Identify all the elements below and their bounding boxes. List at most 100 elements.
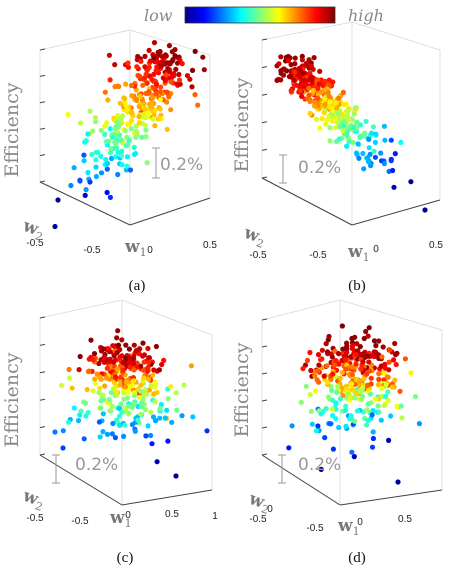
data-point [82, 139, 88, 145]
data-point [151, 71, 157, 77]
data-point [164, 90, 170, 96]
data-point [200, 54, 206, 60]
x-tick-label: 0 [357, 517, 363, 528]
data-point [342, 407, 349, 413]
data-point [85, 169, 91, 176]
data-point [335, 111, 341, 117]
data-point [348, 393, 354, 400]
data-point [148, 432, 154, 439]
data-point [126, 411, 132, 417]
data-point [124, 395, 131, 401]
z-tick [261, 121, 268, 124]
z-tick [39, 343, 46, 346]
data-point [146, 47, 152, 54]
data-point [144, 114, 150, 120]
data-point [119, 162, 125, 168]
data-point [319, 89, 325, 95]
data-point [104, 160, 111, 167]
data-point [100, 392, 106, 398]
data-point [142, 387, 148, 393]
data-point [123, 102, 129, 109]
data-point [169, 72, 176, 78]
data-point [119, 148, 125, 154]
data-point [181, 382, 187, 388]
data-point [112, 435, 118, 441]
data-point [161, 357, 167, 363]
data-point [333, 400, 339, 406]
data-point [98, 153, 104, 159]
data-point [122, 384, 128, 390]
data-point [82, 192, 88, 198]
data-point [339, 323, 345, 329]
axes-edge [39, 29, 131, 51]
data-point [78, 120, 84, 126]
data-point [140, 340, 146, 346]
data-point [382, 365, 388, 371]
data-point [365, 382, 371, 388]
data-point [352, 395, 358, 401]
z-tick [39, 101, 46, 104]
data-point [149, 76, 155, 83]
data-point [368, 163, 374, 169]
data-point [141, 359, 147, 365]
data-point [322, 102, 328, 108]
data-point [127, 383, 133, 389]
data-point [329, 387, 335, 393]
data-point [340, 89, 346, 95]
axes-box [261, 299, 443, 506]
data-point [141, 101, 147, 107]
w2-axis-line [261, 454, 341, 506]
data-point [123, 342, 129, 348]
data-point [124, 154, 130, 160]
data-point [320, 82, 326, 88]
scale-annotation: 0.2% [152, 147, 203, 179]
data-point [81, 152, 87, 158]
data-point [312, 373, 318, 379]
data-point [350, 139, 356, 146]
data-point [129, 93, 135, 99]
data-point [324, 117, 330, 123]
data-point [90, 128, 96, 134]
z-tick [39, 74, 46, 77]
data-point [135, 72, 141, 79]
data-point [317, 68, 323, 74]
data-point [115, 342, 122, 348]
data-point [317, 357, 324, 363]
data-point [108, 146, 114, 152]
data-point [147, 58, 154, 64]
axes-edge [261, 21, 353, 41]
data-point [137, 93, 143, 100]
z-tick [39, 154, 46, 157]
data-point [55, 197, 61, 203]
data-point [149, 441, 155, 447]
data-point [318, 466, 324, 472]
data-point [173, 66, 179, 72]
data-point [341, 123, 347, 129]
data-point [373, 132, 379, 138]
data-point [392, 340, 398, 347]
data-point [115, 171, 121, 178]
data-point [84, 386, 90, 393]
z-tick [39, 426, 46, 429]
data-point [77, 353, 83, 360]
data-point [395, 479, 401, 485]
data-point [123, 81, 129, 87]
data-point [117, 382, 123, 388]
data-point [138, 382, 144, 388]
data-point [85, 131, 91, 137]
data-point [344, 350, 350, 356]
data-point [125, 60, 131, 66]
data-point [352, 105, 358, 111]
data-point [131, 367, 137, 373]
data-point [333, 416, 339, 422]
data-point [366, 145, 372, 151]
data-point [316, 362, 322, 368]
data-points [286, 323, 422, 485]
data-point [331, 362, 338, 368]
data-point [375, 382, 381, 388]
y-tick-label: -0.5 [249, 250, 267, 261]
axes-box [261, 21, 441, 226]
data-points [274, 53, 428, 213]
data-point [140, 353, 146, 359]
data-point [146, 387, 152, 393]
